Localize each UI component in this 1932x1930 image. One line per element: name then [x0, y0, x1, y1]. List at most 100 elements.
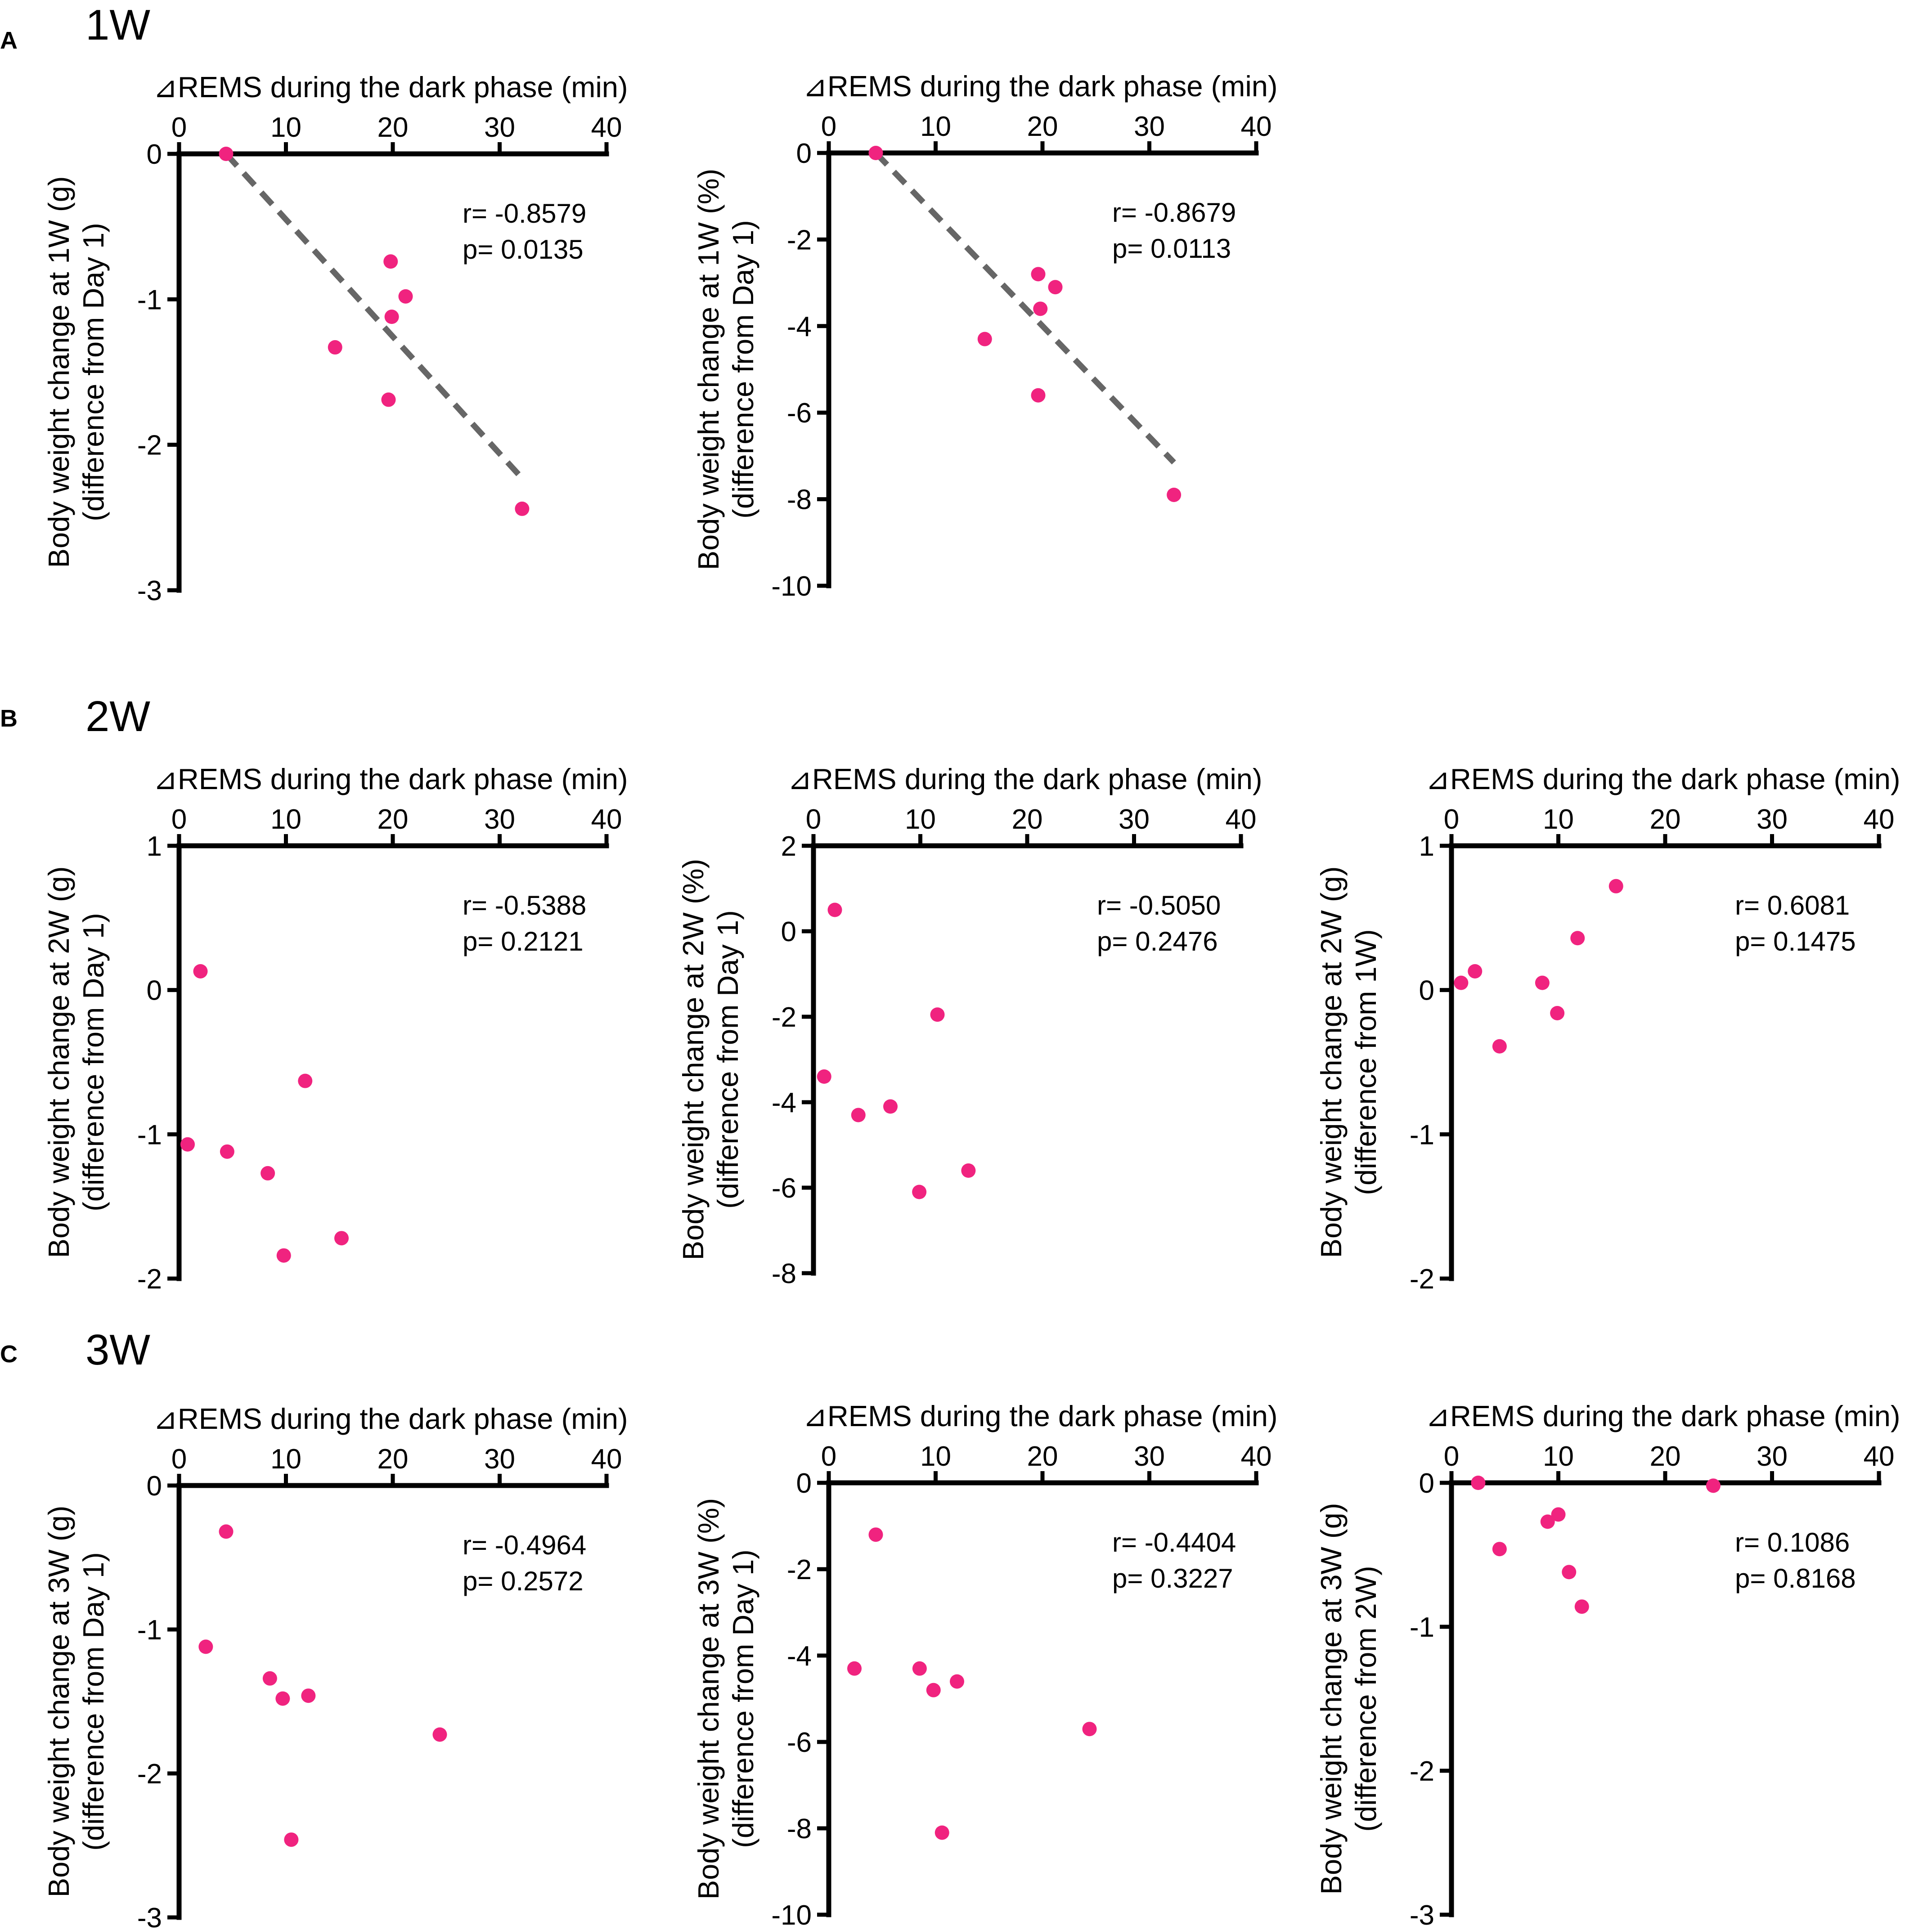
data-point	[515, 501, 530, 516]
correlation-p: p= 0.0135	[463, 234, 584, 265]
data-point	[930, 1007, 945, 1022]
data-point	[1609, 879, 1623, 893]
data-point	[180, 1137, 195, 1152]
y-tick-label: 0	[1419, 1468, 1434, 1499]
y-tick-label: -10	[771, 1900, 812, 1930]
correlation-r: r= -0.4404	[1112, 1527, 1236, 1557]
scatter-plot-c-grams: ⊿REMS during the dark phase (min) 0 10 20 30…	[42, 1402, 628, 1930]
y-tick-label: -2	[1410, 1756, 1434, 1787]
correlation-r: r= -0.8679	[1112, 197, 1236, 228]
data-point	[276, 1248, 291, 1263]
data-point	[1550, 1005, 1565, 1020]
correlation-p: p= 0.2572	[463, 1566, 584, 1596]
x-tick-label: 0	[171, 804, 187, 835]
y-tick-label: 0	[1419, 975, 1434, 1006]
y-tick-label: 0	[781, 916, 796, 947]
y-tick-label: -1	[137, 284, 162, 315]
x-axis-title: ⊿REMS during the dark phase (min)	[1425, 763, 1900, 795]
y-axis-title: Body weight change at 2W (g)	[1315, 866, 1348, 1258]
y-tick-label: -2	[1410, 1264, 1434, 1295]
x-tick-label: 0	[821, 1441, 836, 1472]
y-tick-label: -6	[772, 1173, 796, 1204]
y-tick-label: -8	[787, 1813, 812, 1845]
y-tick-label: -1	[137, 1615, 162, 1646]
scatter-plot-c-percent: ⊿REMS during the dark phase (min) 0 10 20 30…	[692, 1400, 1278, 1930]
data-point	[1706, 1478, 1721, 1493]
data-point	[219, 147, 234, 161]
scatter-plot-b-grams: ⊿REMS during the dark phase (min) 0 10 20 30…	[42, 763, 628, 1295]
y-axis-title: Body weight change at 3W (%)	[692, 1498, 725, 1899]
x-tick-label: 20	[377, 804, 409, 835]
y-tick-label: -4	[772, 1087, 796, 1118]
scatter-plot-a-percent: ⊿REMS during the dark phase (min) 0 10 20 30…	[692, 70, 1278, 602]
y-axis-title: Body weight change at 1W (g)	[42, 176, 75, 568]
correlation-p: p= 0.2476	[1097, 926, 1218, 956]
x-tick-label: 0	[821, 111, 836, 142]
data-point	[847, 1661, 862, 1676]
x-tick-label: 40	[591, 112, 622, 143]
x-tick-label: 40	[1864, 1441, 1895, 1472]
x-tick-label: 20	[377, 1444, 409, 1475]
x-tick-label: 30	[1757, 1441, 1788, 1472]
y-tick-label: 0	[796, 1468, 812, 1499]
y-tick-label: -4	[787, 311, 812, 342]
x-tick-label: 10	[270, 112, 301, 143]
data-point	[1492, 1039, 1507, 1054]
data-point	[868, 1527, 883, 1542]
data-point	[950, 1674, 964, 1689]
y-axis-title: Body weight change at 2W (g)	[42, 866, 75, 1258]
data-point	[1551, 1507, 1566, 1522]
data-point	[219, 1524, 234, 1539]
data-point	[275, 1691, 290, 1706]
data-point	[1492, 1542, 1507, 1557]
data-point	[1082, 1722, 1097, 1737]
correlation-r: r= -0.5050	[1097, 890, 1221, 920]
data-point	[1570, 931, 1585, 946]
x-tick-label: 20	[1650, 1441, 1681, 1472]
x-tick-label: 40	[1241, 111, 1272, 142]
panel-title-1w: 1W	[85, 1, 150, 49]
y-axis-subtitle: (difference from Day 1)	[727, 220, 759, 519]
data-point	[1562, 1565, 1577, 1580]
correlation-p: p= 0.2121	[463, 926, 584, 956]
correlation-r: r= -0.4964	[463, 1530, 586, 1560]
y-axis-title: Body weight change at 3W (g)	[1315, 1503, 1348, 1895]
data-point	[851, 1108, 866, 1122]
x-tick-label: 10	[270, 1444, 301, 1475]
correlation-r: r= -0.5388	[463, 890, 586, 920]
x-tick-label: 20	[1027, 111, 1058, 142]
x-tick-label: 40	[1226, 804, 1257, 835]
data-point	[398, 289, 413, 304]
data-point	[334, 1231, 349, 1246]
x-tick-label: 30	[1134, 1441, 1165, 1472]
x-tick-label: 20	[1027, 1441, 1058, 1472]
x-tick-label: 10	[920, 1441, 951, 1472]
data-point	[381, 392, 396, 407]
x-tick-label: 10	[1543, 1441, 1574, 1472]
data-point	[383, 254, 398, 269]
regression-line	[873, 151, 1176, 465]
y-tick-label: -2	[137, 1759, 162, 1790]
y-tick-label: -2	[787, 224, 812, 256]
x-tick-label: 0	[806, 804, 821, 835]
data-point	[432, 1727, 447, 1742]
correlation-p: p= 0.0113	[1112, 233, 1231, 264]
panel-letter-c: C	[0, 1341, 18, 1368]
data-point	[817, 1069, 831, 1084]
y-tick-label: -3	[1410, 1900, 1434, 1930]
x-tick-label: 30	[484, 804, 515, 835]
correlation-r: r= 0.6081	[1735, 890, 1850, 920]
y-tick-label: 0	[147, 1471, 162, 1502]
y-tick-label: -6	[787, 398, 812, 429]
x-tick-label: 10	[270, 804, 301, 835]
data-point	[198, 1639, 213, 1654]
x-tick-label: 0	[171, 112, 187, 143]
data-point	[926, 1683, 941, 1697]
x-axis-title: ⊿REMS during the dark phase (min)	[153, 763, 628, 795]
data-point	[961, 1163, 976, 1178]
y-axis-subtitle: (difference from 2W)	[1349, 1566, 1382, 1831]
panel-title-2w: 2W	[85, 692, 150, 741]
x-tick-label: 0	[171, 1444, 187, 1475]
y-tick-label: -2	[137, 1264, 162, 1295]
